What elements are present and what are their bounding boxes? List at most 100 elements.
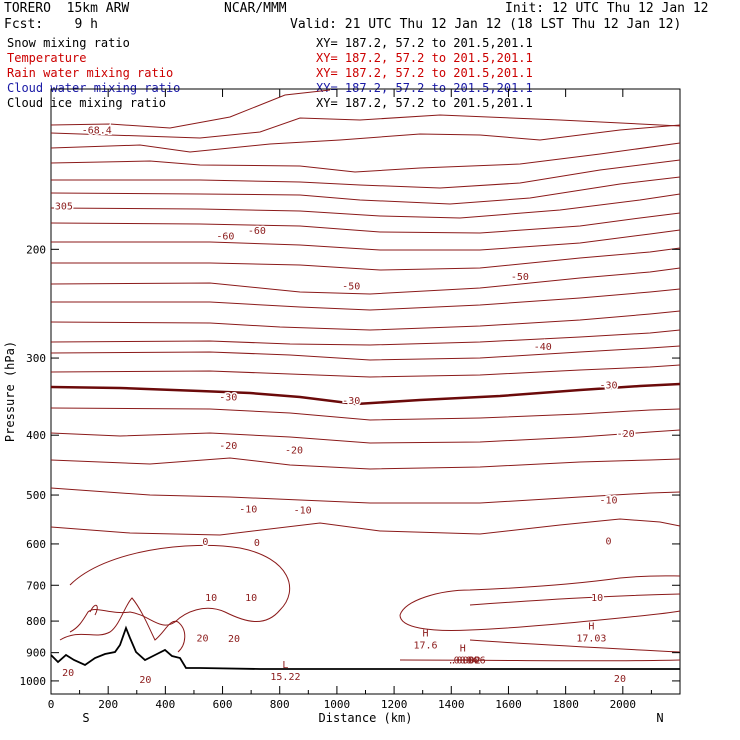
x-tick-label: 200 xyxy=(98,698,118,711)
contour-label: 20 xyxy=(228,634,240,645)
contour-label-halo: -50 xyxy=(342,282,360,293)
temperature-contour xyxy=(50,124,681,153)
contour-label-halo: -20 xyxy=(219,441,237,452)
legend-xy: XY= 187.2, 57.2 to 201.5,201.1 xyxy=(316,96,533,110)
x-tick-label: 2000 xyxy=(610,698,637,711)
extremum-marker: L xyxy=(282,660,288,671)
contour-label-halo: 0 xyxy=(254,538,260,549)
temperature-contour xyxy=(50,429,681,444)
legend-label: Cloud water mixing ratio xyxy=(7,81,181,95)
contour-label: -10 xyxy=(599,495,617,506)
init-time: Init: 12 UTC Thu 12 Jan 12 xyxy=(505,1,709,16)
contour-label-halo: 20 xyxy=(228,634,240,645)
contour-label-halo: -30 xyxy=(219,392,237,403)
y-tick-label: 300 xyxy=(26,352,46,365)
legend-xy: XY= 187.2, 57.2 to 201.5,201.1 xyxy=(316,81,533,95)
x-tick-label: 1000 xyxy=(324,698,351,711)
contour-label-halo: 20 xyxy=(139,675,151,686)
contour-label: 10 xyxy=(591,593,603,604)
x-tick-label: 1200 xyxy=(381,698,408,711)
temperature-contour xyxy=(50,457,681,470)
contour-label: -50 xyxy=(511,272,529,283)
x-tick-label: 800 xyxy=(270,698,290,711)
zero-degree-contour xyxy=(50,382,681,406)
contour-label-halo: -10 xyxy=(599,495,617,506)
temperature-contour-warm-b xyxy=(469,593,681,606)
x-tick-label: 0 xyxy=(48,698,55,711)
temperature-contour-warm-c xyxy=(469,639,681,653)
forecast-hour: Fcst: 9 h xyxy=(4,17,98,32)
contour-label-halo: 10 xyxy=(205,593,217,604)
extra-value: .006 xyxy=(462,655,486,666)
contour-label: 10 xyxy=(245,593,257,604)
contour-label: -20 xyxy=(285,446,303,457)
extremum-marker: H xyxy=(423,629,429,640)
temperature-contour xyxy=(50,114,681,139)
contour-label-halo: -30 xyxy=(599,380,617,391)
extremum-value: 17.6 xyxy=(413,641,437,652)
contour-label-halo: -60 xyxy=(248,226,266,237)
legend-xy: XY= 187.2, 57.2 to 201.5,201.1 xyxy=(316,66,533,80)
contour-label-halo: 0 xyxy=(202,537,208,548)
contour-label-halo: 20 xyxy=(197,634,209,645)
temperature-contour xyxy=(50,329,681,346)
contour-label-halo: 305 xyxy=(55,202,73,213)
contour-label: 305 xyxy=(55,202,73,213)
temperature-contour xyxy=(50,89,331,129)
model-title: TORERO 15km ARW xyxy=(4,1,130,16)
temperature-contour-20-b xyxy=(59,597,186,653)
extremum-value: 15.22 xyxy=(270,672,300,683)
temperature-contour xyxy=(51,159,681,189)
contour-label-halo: 10 xyxy=(591,593,603,604)
contour-label: -30 xyxy=(219,392,237,403)
y-axis-label: Pressure (hPa) xyxy=(3,341,17,442)
y-tick-label: 1000 xyxy=(20,675,47,688)
legend-xy: XY= 187.2, 57.2 to 201.5,201.1 xyxy=(316,36,533,50)
x-tick-label: 600 xyxy=(213,698,233,711)
temperature-contour xyxy=(50,142,681,173)
temperature-contour xyxy=(50,345,681,361)
contour-label-halo: -68.4 xyxy=(82,126,112,137)
contour-label: -40 xyxy=(534,342,552,353)
y-tick-label: 800 xyxy=(26,615,46,628)
center-name: NCAR/MMM xyxy=(224,1,287,16)
contour-label-halo: 10 xyxy=(245,593,257,604)
temperature-contour xyxy=(50,487,681,504)
temperature-contour xyxy=(50,176,681,205)
y-tick-label: 200 xyxy=(26,243,46,256)
y-tick-label: 400 xyxy=(26,429,46,442)
extra-value: .0002 xyxy=(451,655,481,666)
temperature-contour xyxy=(50,193,681,219)
legend-label: Temperature xyxy=(7,51,87,65)
extremum-value: 17.03 xyxy=(576,634,606,645)
contour-label-halo: 20 xyxy=(614,674,626,685)
contour-label-halo: 0 xyxy=(606,536,612,547)
contour-label-halo: -30 xyxy=(342,396,360,407)
contour-label: -50 xyxy=(342,282,360,293)
legend-label: Rain water mixing ratio xyxy=(7,66,174,80)
direction-right: N xyxy=(656,711,663,725)
extremum-marker: H xyxy=(460,643,466,654)
temperature-contour-warm-d xyxy=(399,659,681,662)
temperature-contour xyxy=(51,229,681,251)
y-tick-label: 600 xyxy=(26,538,46,551)
x-tick-label: 400 xyxy=(155,698,175,711)
contour-label-halo: -10 xyxy=(239,505,257,516)
contour-label: -20 xyxy=(219,441,237,452)
y-tick-label: 900 xyxy=(26,647,46,660)
contour-label: 20 xyxy=(139,675,151,686)
contour-label: 20 xyxy=(197,634,209,645)
y-tick-label: 500 xyxy=(26,489,46,502)
direction-left: S xyxy=(82,711,89,725)
temperature-contour xyxy=(50,518,681,536)
terrain-line xyxy=(50,625,680,670)
contour-label: 0 xyxy=(606,536,612,547)
legend-label: Snow mixing ratio xyxy=(7,36,130,50)
contour-label: 20 xyxy=(62,668,74,679)
temperature-contour xyxy=(51,288,681,311)
x-tick-label: 1600 xyxy=(495,698,522,711)
contour-label: 10 xyxy=(205,593,217,604)
temperature-contour-small xyxy=(89,604,98,616)
contour-label: -20 xyxy=(617,429,635,440)
x-tick-label: 1400 xyxy=(438,698,465,711)
